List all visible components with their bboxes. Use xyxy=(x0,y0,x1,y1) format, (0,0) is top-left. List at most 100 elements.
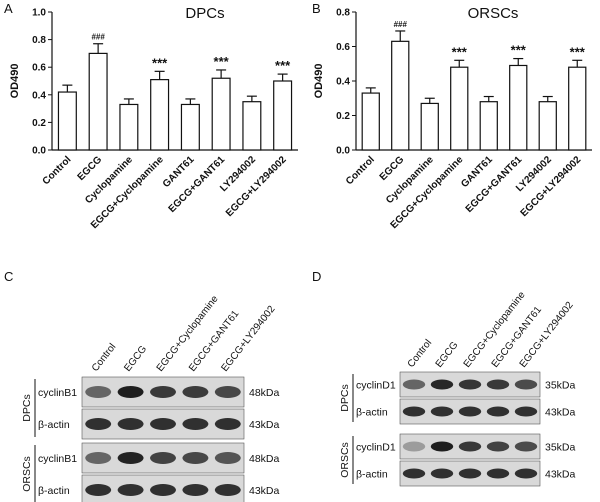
protein-label: β-actin xyxy=(38,419,70,431)
kda-label: 35kDa xyxy=(545,380,576,392)
y-tick-label: 1.0 xyxy=(32,8,46,19)
bar xyxy=(211,77,231,151)
band xyxy=(430,441,454,452)
x-tick-label: EGCG+LY294002 xyxy=(224,154,289,219)
protein-label: cyclinD1 xyxy=(356,442,396,454)
band xyxy=(402,468,426,479)
group-label: DPCs xyxy=(339,384,351,411)
panel-letter: C xyxy=(4,269,13,284)
band xyxy=(514,406,538,417)
band xyxy=(182,452,209,464)
significance-label: ### xyxy=(91,33,105,42)
band xyxy=(486,468,510,479)
band xyxy=(486,379,510,390)
bar xyxy=(568,66,587,151)
y-axis-label: OD490 xyxy=(9,64,21,99)
lane-label: EGCG xyxy=(122,344,149,374)
y-axis-label: OD490 xyxy=(313,64,325,99)
band xyxy=(402,406,426,417)
y-tick-label: 0.4 xyxy=(336,77,350,88)
bar xyxy=(242,101,262,151)
panel-letter: A xyxy=(4,1,13,16)
band xyxy=(85,452,112,464)
band xyxy=(214,484,241,496)
protein-label: β-actin xyxy=(356,469,388,481)
y-tick-label: 0.0 xyxy=(32,146,46,157)
band xyxy=(214,386,241,398)
bar xyxy=(119,103,139,151)
y-tick-label: 0.8 xyxy=(336,8,350,19)
y-tick-label: 0.4 xyxy=(32,90,46,101)
bar xyxy=(273,80,293,151)
significance-label: *** xyxy=(452,44,468,59)
band xyxy=(117,386,144,398)
chart-title: ORSCs xyxy=(468,5,519,22)
bar xyxy=(479,101,498,151)
band xyxy=(430,406,454,417)
bar xyxy=(361,92,380,151)
bar xyxy=(180,103,200,151)
bar xyxy=(509,64,528,151)
band xyxy=(458,441,482,452)
panel-letter: D xyxy=(312,269,321,284)
x-tick-label: Control xyxy=(41,154,74,187)
significance-label: *** xyxy=(152,55,168,70)
x-tick-label: EGCG xyxy=(378,154,407,183)
lane-label: EGCG+GANT61 xyxy=(490,304,545,370)
band xyxy=(214,418,241,430)
band xyxy=(514,441,538,452)
band xyxy=(214,452,241,464)
band xyxy=(117,418,144,430)
lane-label: EGCG+LY294002 xyxy=(518,300,576,370)
band xyxy=(150,386,176,398)
lane-label: EGCG+Cyclopamine xyxy=(155,293,221,373)
group-label: DPCs xyxy=(21,394,33,421)
band xyxy=(458,406,482,417)
band xyxy=(117,484,144,496)
y-tick-label: 0.6 xyxy=(336,42,350,53)
protein-label: β-actin xyxy=(38,485,70,497)
protein-label: cyclinB1 xyxy=(38,453,77,465)
kda-label: 43kDa xyxy=(249,419,280,431)
band xyxy=(486,406,510,417)
lane-label: Control xyxy=(406,338,435,370)
band xyxy=(150,418,176,430)
band xyxy=(85,418,112,430)
kda-label: 43kDa xyxy=(545,469,576,481)
protein-label: β-actin xyxy=(356,407,388,419)
bar xyxy=(57,91,77,151)
significance-label: ### xyxy=(394,20,408,29)
y-tick-label: 0.6 xyxy=(32,63,46,74)
band xyxy=(430,379,454,390)
lane-label: Control xyxy=(90,342,119,374)
band xyxy=(458,379,482,390)
band xyxy=(182,484,209,496)
group-label: ORSCs xyxy=(339,442,351,478)
band xyxy=(85,386,112,398)
bar xyxy=(420,102,439,151)
protein-label: cyclinD1 xyxy=(356,380,396,392)
group-label: ORSCs xyxy=(21,456,33,492)
band xyxy=(182,386,209,398)
bar xyxy=(538,101,557,151)
band xyxy=(402,379,426,390)
band xyxy=(430,468,454,479)
lane-label: EGCG xyxy=(434,340,461,370)
x-tick-label: EGCG xyxy=(76,154,105,183)
bar xyxy=(391,40,410,151)
bar xyxy=(150,79,170,151)
band xyxy=(402,441,426,452)
kda-label: 43kDa xyxy=(545,407,576,419)
kda-label: 48kDa xyxy=(249,453,280,465)
band xyxy=(514,468,538,479)
significance-label: *** xyxy=(570,44,586,59)
y-tick-label: 0.8 xyxy=(32,35,46,46)
band xyxy=(85,484,112,496)
chart-orscs: B ORSCs 0.0 0.2 0.4 0.6 0.8 OD490 Control ### EGCG… xyxy=(312,1,592,231)
band xyxy=(458,468,482,479)
band xyxy=(486,441,510,452)
kda-label: 35kDa xyxy=(545,442,576,454)
